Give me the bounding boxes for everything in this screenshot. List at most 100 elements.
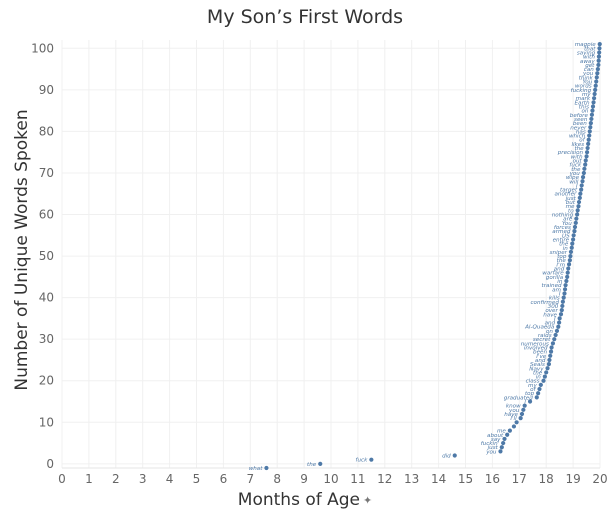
data-point[interactable] <box>591 100 596 105</box>
data-point[interactable] <box>553 332 558 338</box>
data-point[interactable] <box>511 424 517 429</box>
data-point[interactable] <box>583 162 588 167</box>
data-point[interactable] <box>594 79 599 84</box>
data-point[interactable] <box>554 328 560 333</box>
data-point[interactable] <box>571 233 576 238</box>
data-point[interactable] <box>584 154 589 159</box>
data-point[interactable] <box>499 445 504 450</box>
data-point[interactable] <box>576 204 581 209</box>
data-point[interactable] <box>596 54 602 59</box>
data-point[interactable] <box>562 287 568 292</box>
data-point[interactable] <box>584 150 590 155</box>
data-point[interactable] <box>577 195 582 201</box>
data-point[interactable] <box>550 341 556 346</box>
data-point[interactable] <box>566 266 571 271</box>
data-point[interactable] <box>580 175 586 180</box>
data-point[interactable] <box>542 374 547 379</box>
data-point[interactable] <box>597 50 602 55</box>
data-point[interactable] <box>549 345 554 350</box>
data-point[interactable] <box>572 229 577 234</box>
data-point[interactable] <box>527 399 533 404</box>
data-point[interactable] <box>563 283 568 288</box>
data-point[interactable] <box>502 436 507 442</box>
data-point[interactable] <box>559 307 564 313</box>
data-point[interactable] <box>571 237 576 242</box>
data-point[interactable] <box>582 166 587 171</box>
data-point[interactable] <box>593 87 598 92</box>
data-point[interactable] <box>575 208 580 213</box>
data-point[interactable] <box>569 245 574 250</box>
data-point[interactable] <box>560 299 565 304</box>
data-point[interactable] <box>592 91 597 97</box>
data-point[interactable] <box>594 75 599 80</box>
data-point[interactable] <box>546 362 551 367</box>
data-point[interactable] <box>576 199 582 205</box>
data-point[interactable] <box>579 187 584 192</box>
data-point[interactable] <box>452 453 457 458</box>
data-point[interactable] <box>588 121 593 126</box>
data-point[interactable] <box>522 403 527 408</box>
data-point[interactable] <box>547 357 552 363</box>
data-point[interactable] <box>369 457 374 462</box>
data-point[interactable] <box>548 349 554 354</box>
data-point[interactable] <box>521 407 526 412</box>
data-point[interactable] <box>595 66 600 72</box>
data-point[interactable] <box>575 212 580 217</box>
data-point[interactable] <box>552 337 557 342</box>
data-point[interactable] <box>587 133 592 138</box>
sort-icon[interactable]: ✦ <box>363 494 373 507</box>
data-point[interactable] <box>565 274 570 279</box>
data-point[interactable] <box>560 303 565 309</box>
data-point[interactable] <box>581 170 586 176</box>
data-point[interactable] <box>562 291 567 296</box>
data-point[interactable] <box>501 440 506 446</box>
data-point[interactable] <box>564 278 569 284</box>
data-point[interactable] <box>507 428 512 433</box>
data-point[interactable] <box>580 179 585 184</box>
data-point[interactable] <box>589 116 594 122</box>
data-point[interactable] <box>573 220 578 225</box>
data-point[interactable] <box>587 129 592 134</box>
data-points[interactable] <box>264 42 602 471</box>
data-point[interactable] <box>538 382 543 387</box>
data-point[interactable] <box>597 46 602 51</box>
data-point[interactable] <box>568 249 574 255</box>
data-point[interactable] <box>566 262 572 267</box>
data-point[interactable] <box>536 391 541 396</box>
data-point[interactable] <box>514 420 519 425</box>
data-point[interactable] <box>519 411 525 417</box>
data-point[interactable] <box>568 253 573 259</box>
data-point[interactable] <box>589 112 595 117</box>
data-point[interactable] <box>518 416 523 421</box>
data-point[interactable] <box>586 141 591 146</box>
data-point[interactable] <box>579 183 584 188</box>
data-point[interactable] <box>556 324 561 329</box>
data-point[interactable] <box>264 465 269 471</box>
data-point[interactable] <box>548 353 553 358</box>
data-point[interactable] <box>596 58 601 63</box>
data-point[interactable] <box>561 295 566 300</box>
data-point[interactable] <box>588 125 593 130</box>
data-point[interactable] <box>505 432 510 437</box>
data-point[interactable] <box>534 395 539 400</box>
data-point[interactable] <box>590 104 596 109</box>
data-point[interactable] <box>585 145 590 151</box>
data-point[interactable] <box>567 258 572 263</box>
data-point[interactable] <box>586 137 591 142</box>
data-point[interactable] <box>557 320 562 325</box>
data-point[interactable] <box>545 366 550 371</box>
data-point[interactable] <box>597 42 602 47</box>
data-point[interactable] <box>557 316 562 321</box>
data-point[interactable] <box>570 241 575 246</box>
data-point[interactable] <box>578 191 583 196</box>
data-point[interactable] <box>596 62 601 68</box>
data-point[interactable] <box>595 71 600 76</box>
data-point[interactable] <box>565 270 570 275</box>
data-point[interactable] <box>318 461 323 466</box>
data-point[interactable] <box>541 378 546 383</box>
data-point[interactable] <box>583 158 588 163</box>
data-point[interactable] <box>537 386 542 392</box>
data-point[interactable] <box>544 370 549 375</box>
data-point[interactable] <box>574 216 579 221</box>
data-point[interactable] <box>572 224 578 230</box>
